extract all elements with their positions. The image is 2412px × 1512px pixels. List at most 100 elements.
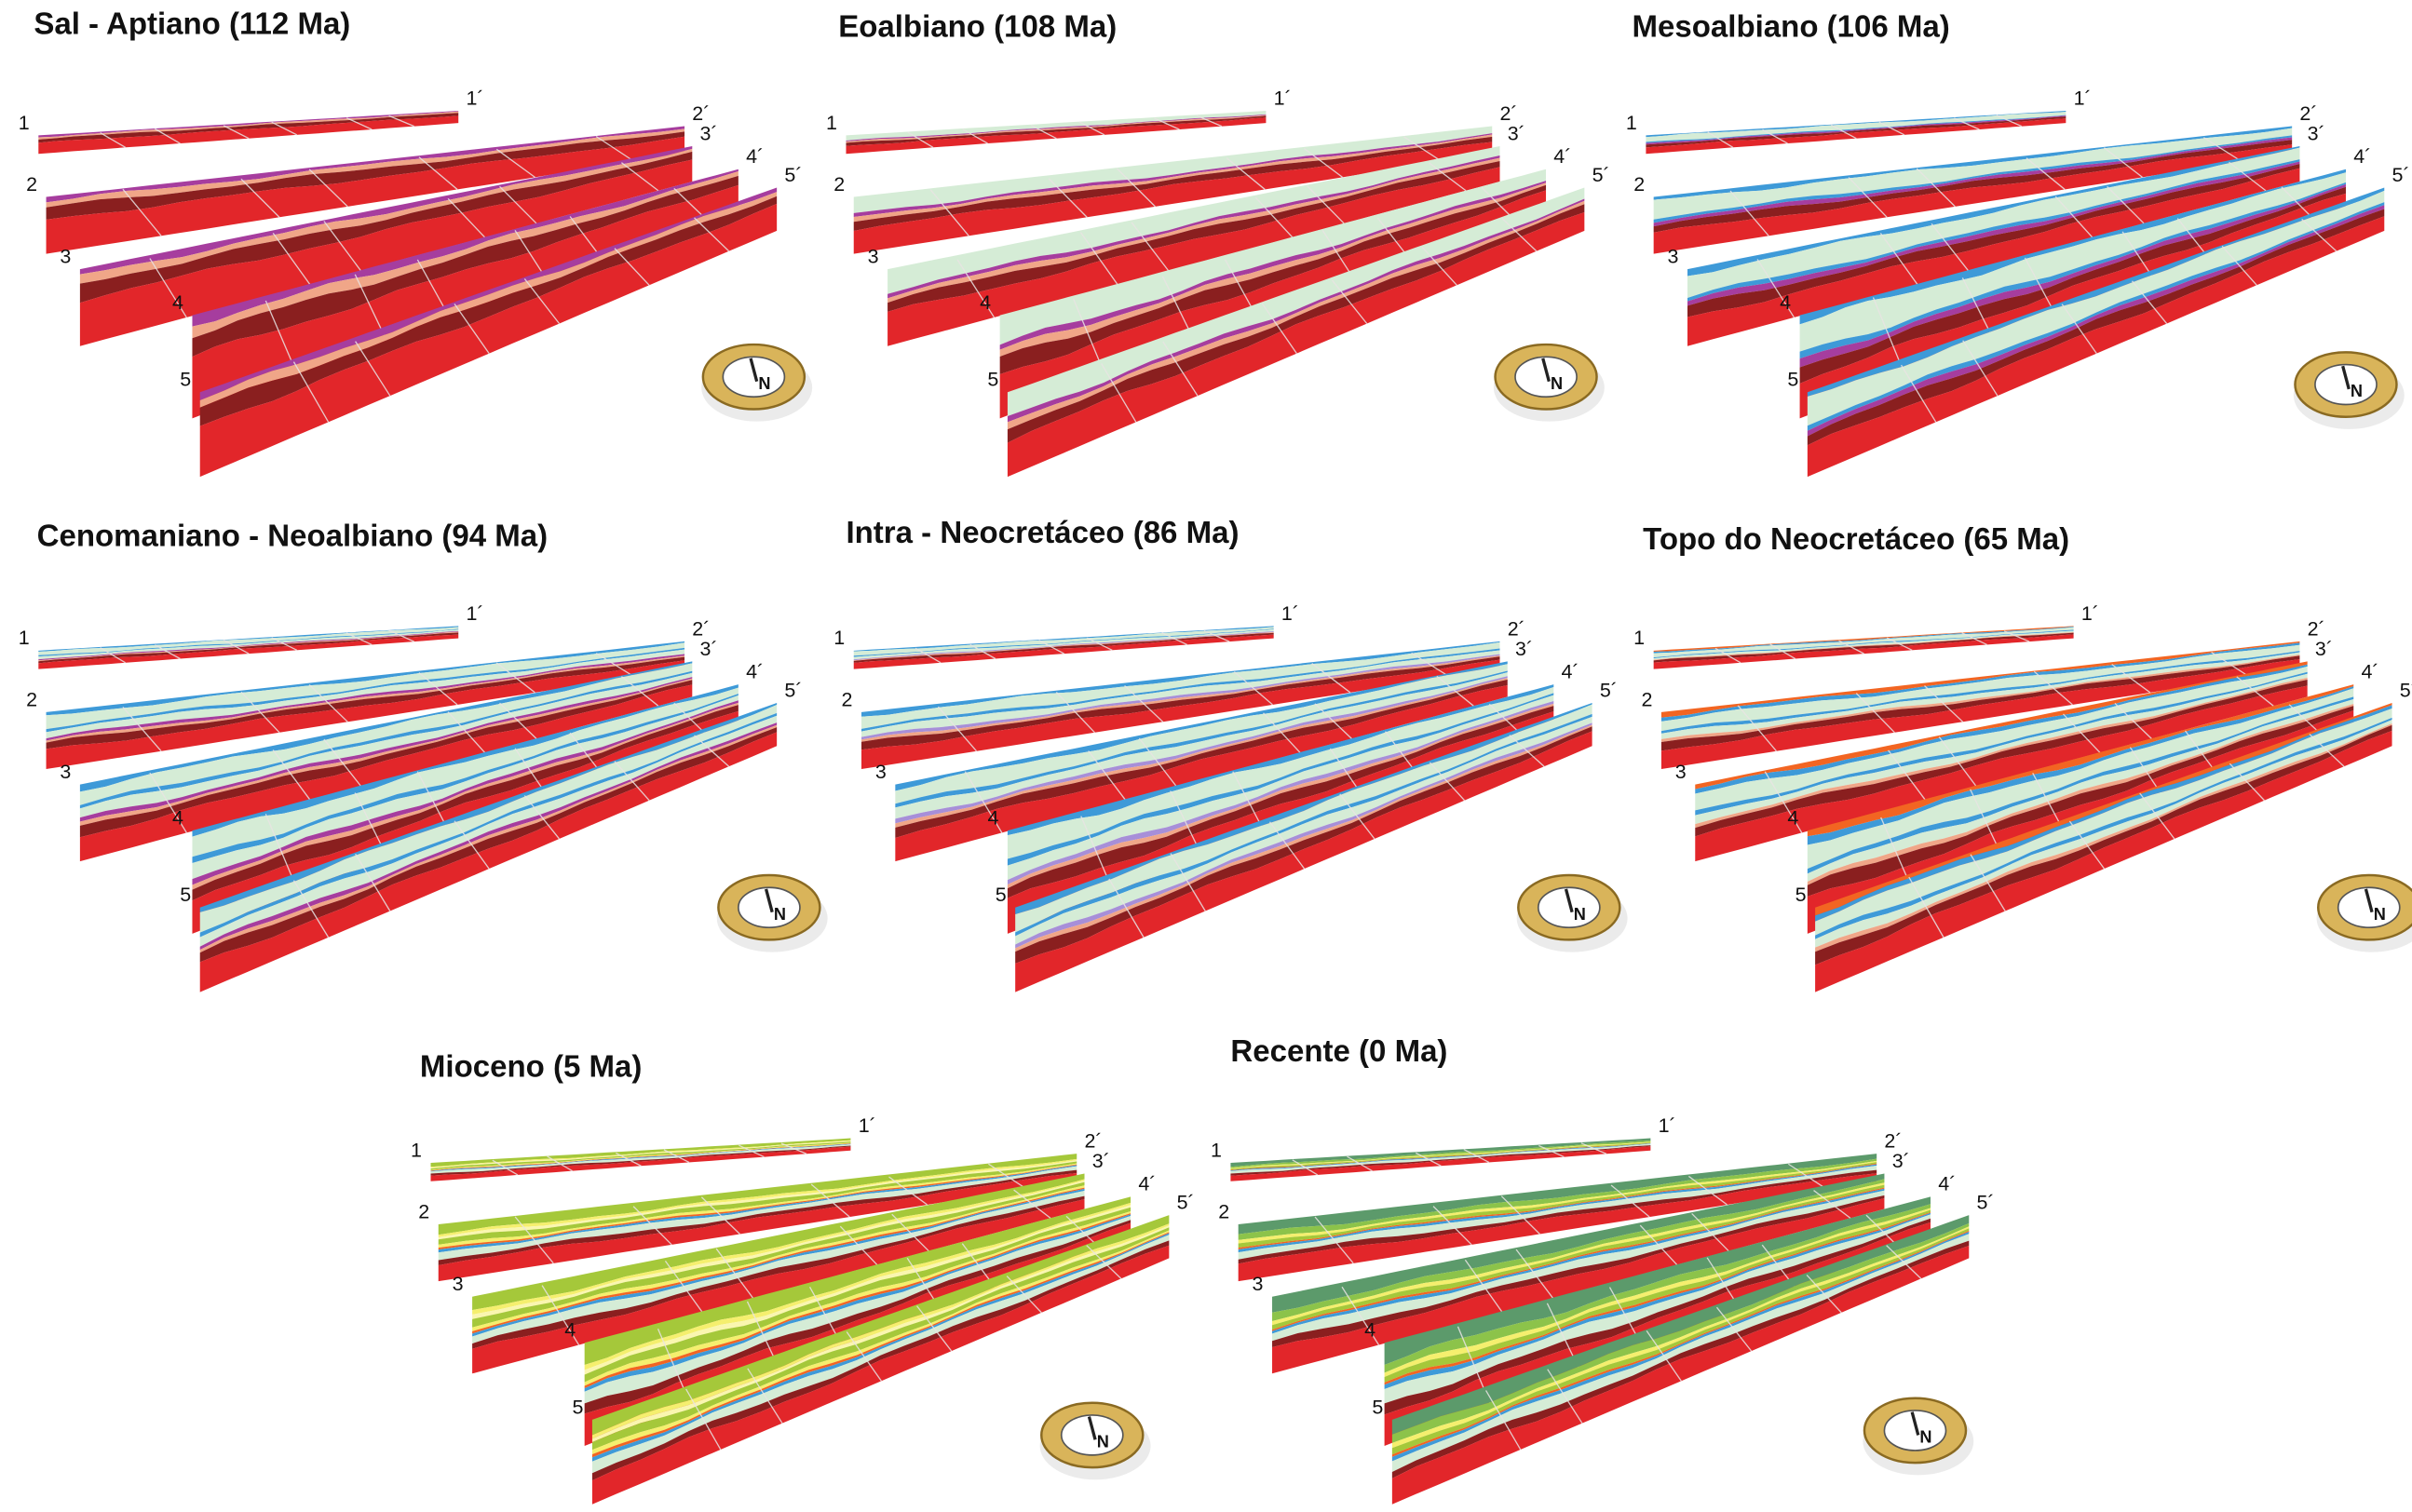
compass-label: N xyxy=(774,905,786,924)
section-end-label: 5´ xyxy=(784,679,802,701)
section-start-label: 4 xyxy=(1787,807,1798,830)
section-start-label: 5 xyxy=(996,884,1007,906)
section-end-label: 3´ xyxy=(700,122,718,144)
section-start-label: 2 xyxy=(418,1200,429,1222)
compass: N xyxy=(1517,875,1628,952)
section-end-label: 5´ xyxy=(2400,679,2412,701)
section-start-label: 4 xyxy=(172,291,183,314)
compass-label: N xyxy=(1551,374,1563,393)
cross-section xyxy=(1230,1139,1650,1181)
compass-label: N xyxy=(2374,905,2386,924)
section-start-label: 2 xyxy=(833,173,845,196)
panel: Topo do Neocretáceo (65 Ma)11´22´33´44´5… xyxy=(1633,521,2412,992)
panel: Recente (0 Ma)11´22´33´44´55´N xyxy=(1211,1033,1995,1505)
panel: Mioceno (5 Ma)11´22´33´44´55´N xyxy=(411,1048,1195,1504)
section-start-label: 5 xyxy=(572,1396,583,1418)
compass-face xyxy=(2315,365,2377,405)
section-start-label: 3 xyxy=(60,761,71,783)
section-start-label: 4 xyxy=(980,291,991,314)
panel: Intra - Neocretáceo (86 Ma)11´22´33´44´5… xyxy=(833,515,1627,992)
section-end-label: 2´ xyxy=(692,617,710,640)
page: {"panels": [ {"title": "Sal - Aptiano (1… xyxy=(0,0,2412,1512)
section-start-label: 3 xyxy=(60,246,71,268)
section-end-label: 2´ xyxy=(1085,1129,1103,1152)
section-end-label: 4´ xyxy=(1553,145,1571,168)
section-start-label: 3 xyxy=(1675,761,1687,783)
section-end-label: 1´ xyxy=(2081,602,2099,625)
section-start-label: 1 xyxy=(826,112,837,134)
compass-face xyxy=(1062,1415,1123,1455)
compass-label: N xyxy=(1574,905,1586,924)
compass-label: N xyxy=(2351,382,2363,400)
section-end-label: 4´ xyxy=(2353,145,2371,168)
panel-title: Sal - Aptiano (112 Ma) xyxy=(34,6,350,40)
section-start-label: 1 xyxy=(1211,1139,1222,1161)
section-end-label: 5´ xyxy=(1600,679,1618,701)
panel: Eoalbiano (108 Ma)11´22´33´44´55´N xyxy=(826,9,1610,477)
figure: Sal - Aptiano (112 Ma)11´22´33´44´55´NEo… xyxy=(0,0,2412,1512)
compass: N xyxy=(701,344,812,422)
section-start-label: 5 xyxy=(180,884,191,906)
section-start-label: 5 xyxy=(1795,884,1807,906)
cross-section xyxy=(1646,111,2066,154)
section-start-label: 3 xyxy=(453,1273,464,1295)
compass: N xyxy=(2317,875,2412,952)
section-end-label: 4´ xyxy=(1938,1173,1956,1195)
section-end-label: 2´ xyxy=(1499,102,1517,125)
cross-section xyxy=(854,626,1274,668)
section-start-label: 1 xyxy=(19,112,30,134)
panel-title: Cenomaniano - Neoalbiano (94 Ma) xyxy=(37,518,548,552)
compass-face xyxy=(1538,887,1600,927)
cross-section xyxy=(1654,626,2074,668)
section-end-label: 5´ xyxy=(784,164,802,186)
section-end-label: 2´ xyxy=(2308,617,2325,640)
compass: N xyxy=(1040,1403,1151,1480)
panel-title: Mioceno (5 Ma) xyxy=(420,1048,642,1083)
compass-face xyxy=(723,357,784,397)
section-start-label: 2 xyxy=(1633,173,1645,196)
section-end-label: 1´ xyxy=(1274,87,1292,109)
section-start-label: 1 xyxy=(1626,112,1637,134)
panel: Cenomaniano - Neoalbiano (94 Ma)11´22´33… xyxy=(19,518,828,992)
section-end-label: 1´ xyxy=(466,87,483,109)
cross-section xyxy=(431,1139,851,1181)
cross-section xyxy=(38,111,458,154)
cross-section xyxy=(846,111,1266,154)
compass-label: N xyxy=(1097,1433,1109,1451)
section-start-label: 4 xyxy=(1780,291,1791,314)
section-end-label: 5´ xyxy=(2392,164,2410,186)
section-end-label: 5´ xyxy=(1177,1192,1195,1214)
compass-label: N xyxy=(1919,1428,1931,1447)
section-start-label: 5 xyxy=(1787,369,1798,391)
section-end-label: 4´ xyxy=(746,145,764,168)
section-end-label: 2´ xyxy=(692,102,710,125)
section-start-label: 2 xyxy=(26,688,37,710)
strata-layer xyxy=(1230,1143,1650,1171)
compass-face xyxy=(1884,1411,1945,1451)
section-end-label: 3´ xyxy=(1092,1150,1110,1172)
section-start-label: 2 xyxy=(1218,1200,1229,1222)
section-start-label: 1 xyxy=(19,627,30,649)
section-end-label: 1´ xyxy=(1659,1114,1676,1137)
section-end-label: 3´ xyxy=(2308,122,2325,144)
section-end-label: 3´ xyxy=(1515,638,1533,660)
section-start-label: 1 xyxy=(1633,627,1645,649)
section-end-label: 1´ xyxy=(1281,602,1299,625)
panel-title: Intra - Neocretáceo (86 Ma) xyxy=(846,515,1239,549)
strata-layer xyxy=(846,115,1266,145)
section-end-label: 5´ xyxy=(1977,1192,1995,1214)
section-end-label: 3´ xyxy=(1892,1150,1910,1172)
section-start-label: 3 xyxy=(875,761,887,783)
section-start-label: 2 xyxy=(1641,688,1652,710)
section-end-label: 3´ xyxy=(700,638,718,660)
section-start-label: 5 xyxy=(987,369,998,391)
compass-face xyxy=(739,887,800,927)
compass: N xyxy=(717,875,828,952)
panel: Mesoalbiano (106 Ma)11´22´33´44´55´N xyxy=(1626,9,2410,477)
section-end-label: 2´ xyxy=(1508,617,1525,640)
compass-label: N xyxy=(758,374,770,393)
section-start-label: 1 xyxy=(833,627,845,649)
section-start-label: 4 xyxy=(172,807,183,830)
section-start-label: 5 xyxy=(1372,1396,1383,1418)
strata-layer xyxy=(1230,1144,1650,1174)
